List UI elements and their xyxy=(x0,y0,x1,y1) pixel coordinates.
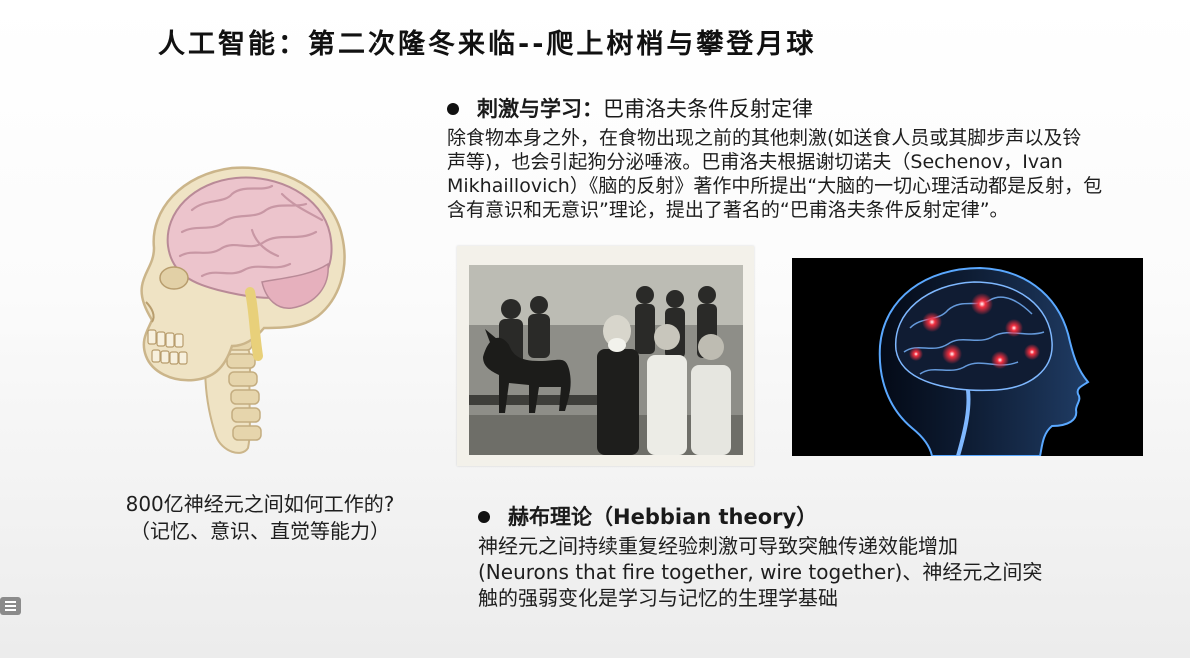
pavlov-line: 含有意识和无意识”理论，提出了著名的“巴甫洛夫条件反射定律”。 xyxy=(447,199,1009,221)
hebbian-section: 赫布理论（Hebbian theory） 神经元之间持续重复经验刺激可导致突触传… xyxy=(478,503,1078,611)
hebbian-line: (Neurons that fire together, wire togeth… xyxy=(478,560,1043,584)
hebbian-heading: 赫布理论（Hebbian theory） xyxy=(478,503,1078,531)
pavlov-section: 刺激与学习： 巴甫洛夫条件反射定律 除食物本身之外，在食物出现之前的其他刺激(如… xyxy=(447,95,1137,222)
pavlov-heading-rest: 巴甫洛夫条件反射定律 xyxy=(603,97,813,121)
hebbian-line: 神经元之间持续重复经验刺激可导致突触传递效能增加 xyxy=(478,534,958,558)
neuron-question: 800亿神经元之间如何工作的? （记忆、意识、直觉等能力） xyxy=(100,491,420,545)
glowing-brain-photo xyxy=(792,258,1143,457)
question-line: （记忆、意识、直觉等能力） xyxy=(130,519,390,543)
pavlov-body: 除食物本身之外，在食物出现之前的其他刺激(如送食人员或其脚步声以及铃 声等)，也… xyxy=(447,126,1137,222)
hebbian-heading-text: 赫布理论（Hebbian theory） xyxy=(508,505,818,529)
slide-title: 人工智能：第二次隆冬来临--爬上树梢与攀登月球 xyxy=(158,29,817,60)
pavlov-heading: 刺激与学习： 巴甫洛夫条件反射定律 xyxy=(447,95,1137,123)
hebbian-line: 触的强弱变化是学习与记忆的生理学基础 xyxy=(478,586,838,610)
bullet-icon xyxy=(447,103,459,115)
pavlov-photo xyxy=(457,246,754,466)
skull-brain-illustration xyxy=(132,160,352,460)
bullet-icon xyxy=(478,511,490,523)
pavlov-heading-bold: 刺激与学习： xyxy=(477,97,603,121)
list-menu-icon[interactable] xyxy=(0,597,21,615)
question-line: 800亿神经元之间如何工作的? xyxy=(125,492,395,516)
pavlov-line: Mikhaillovich）《脑的反射》著作中所提出“大脑的一切心理活动都是反射… xyxy=(447,175,1103,197)
hebbian-body: 神经元之间持续重复经验刺激可导致突触传递效能增加 (Neurons that f… xyxy=(478,533,1078,611)
pavlov-line: 除食物本身之外，在食物出现之前的其他刺激(如送食人员或其脚步声以及铃 xyxy=(447,127,1082,149)
pavlov-line: 声等)，也会引起狗分泌唾液。巴甫洛夫根据谢切诺夫（Sechenov，Ivan xyxy=(447,151,1063,173)
